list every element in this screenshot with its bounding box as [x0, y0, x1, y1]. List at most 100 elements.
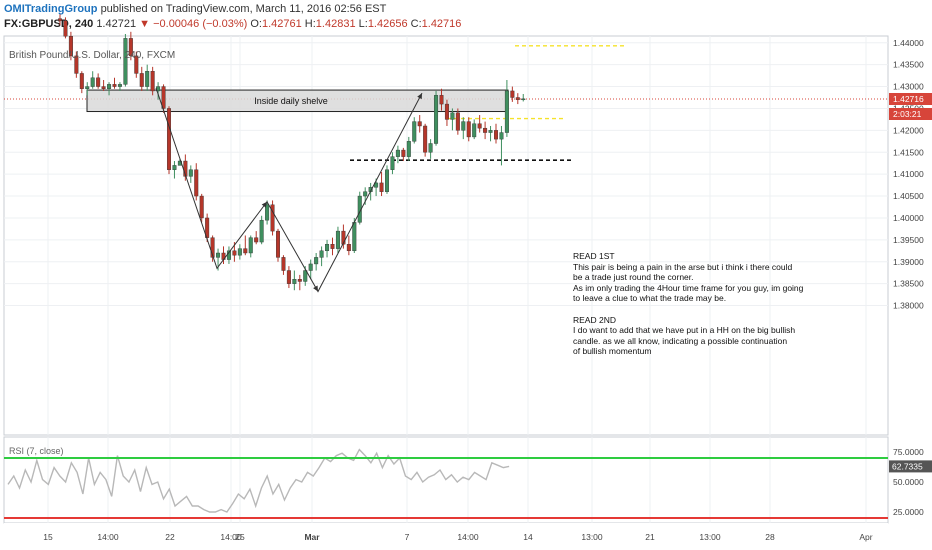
candle-body	[395, 149, 400, 157]
candle-body	[134, 55, 139, 74]
candle-body	[292, 279, 297, 284]
candle	[128, 31, 133, 61]
candle-body	[423, 125, 428, 153]
candle	[243, 235, 248, 256]
candles	[58, 14, 526, 291]
candle-body	[194, 169, 199, 197]
candle-body	[499, 132, 504, 140]
candle	[477, 115, 482, 133]
chart-title: British Pound/U.S. Dollar, 240, FXCM	[9, 50, 175, 61]
candle-body	[96, 77, 101, 87]
candle-body	[346, 244, 351, 252]
candle-body	[270, 204, 275, 232]
candle	[254, 231, 259, 245]
candle	[210, 235, 215, 262]
candle	[488, 125, 493, 142]
rsi-line	[7, 448, 510, 513]
zigzag-arrowhead	[261, 201, 267, 208]
candle-body	[363, 191, 368, 197]
candle	[325, 239, 330, 258]
candle	[281, 255, 286, 275]
price-change: −0.00046 (−0.03%)	[153, 18, 248, 30]
candle	[401, 147, 406, 162]
candle	[308, 259, 313, 280]
rsi-pane: RSI (7, close)	[4, 446, 888, 519]
candle	[461, 117, 466, 140]
candle-body	[172, 165, 177, 170]
x-tick-label: 14	[523, 532, 533, 542]
candle	[390, 152, 395, 175]
candle	[444, 99, 449, 126]
candle-body	[341, 230, 346, 245]
candle	[494, 123, 499, 144]
candle	[117, 82, 122, 91]
y-tick-label: 1.38500	[893, 279, 924, 289]
x-tick-label: 13:00	[581, 532, 603, 542]
candle	[472, 119, 477, 140]
publish-line: OMITradingGroup published on TradingView…	[4, 3, 386, 15]
candle-body	[74, 55, 79, 74]
zigzag-drawing[interactable]	[155, 87, 423, 293]
candle	[134, 51, 139, 78]
candle-body	[90, 77, 95, 87]
candle-body	[412, 121, 417, 142]
open-label: O:	[250, 18, 262, 30]
trade-note[interactable]: READ 1ST This pair is being a pain in th…	[573, 251, 804, 357]
candle-body	[521, 98, 526, 101]
candle	[145, 64, 150, 91]
last-price-label: 1.42716	[893, 94, 924, 104]
symbol-line: FX:GBPUSD, 240 1.42721 ▼ −0.00046 (−0.03…	[4, 18, 461, 30]
publisher-link[interactable]: OMITradingGroup	[4, 3, 98, 15]
candle-body	[112, 84, 117, 87]
candle	[515, 93, 520, 105]
low-label: L:	[358, 18, 368, 30]
candle	[314, 253, 319, 271]
candle	[510, 86, 515, 102]
candle-body	[281, 257, 286, 271]
candle-body	[232, 250, 237, 256]
candle	[248, 235, 253, 258]
candle	[58, 14, 63, 26]
candle	[521, 94, 526, 102]
candle-body	[161, 86, 166, 109]
symbol-name[interactable]: FX:GBPUSD, 240	[4, 18, 94, 30]
candle-body	[385, 169, 390, 192]
candle	[406, 136, 411, 162]
y-tick-label: 1.40500	[893, 191, 924, 201]
candle	[63, 17, 68, 39]
candle-body	[504, 90, 509, 133]
candle-body	[450, 112, 455, 120]
rsi-title: RSI (7, close)	[9, 446, 64, 456]
candle	[499, 125, 504, 166]
rsi-tick-label: 50.0000	[893, 477, 924, 487]
candle	[161, 84, 166, 113]
candle	[199, 193, 204, 223]
candle-body	[308, 263, 313, 271]
chart-labels: British Pound/U.S. Dollar, 240, FXCM	[9, 50, 175, 61]
x-tick-label: 15	[43, 532, 53, 542]
y-tick-label: 1.39000	[893, 257, 924, 267]
candle-body	[494, 130, 499, 140]
candle-body	[406, 141, 411, 157]
candle-body	[325, 244, 330, 252]
candle	[90, 71, 95, 89]
candle	[292, 270, 297, 291]
candle-body	[379, 182, 384, 192]
candle-body	[259, 219, 264, 243]
candle-body	[101, 86, 106, 89]
candle	[428, 139, 433, 159]
candle	[123, 34, 128, 87]
candle-body	[455, 112, 460, 131]
candle	[150, 66, 155, 96]
last-price: 1.42721	[96, 18, 137, 30]
time-axis-strip	[4, 523, 888, 528]
candle-body	[210, 237, 215, 258]
shelf-zone[interactable]: Inside daily shelve	[86, 89, 509, 113]
candle-body	[466, 121, 471, 138]
candle	[450, 108, 455, 131]
candle	[466, 117, 471, 142]
candle-body	[145, 71, 150, 87]
candle-body	[276, 230, 281, 258]
candle	[237, 244, 242, 260]
